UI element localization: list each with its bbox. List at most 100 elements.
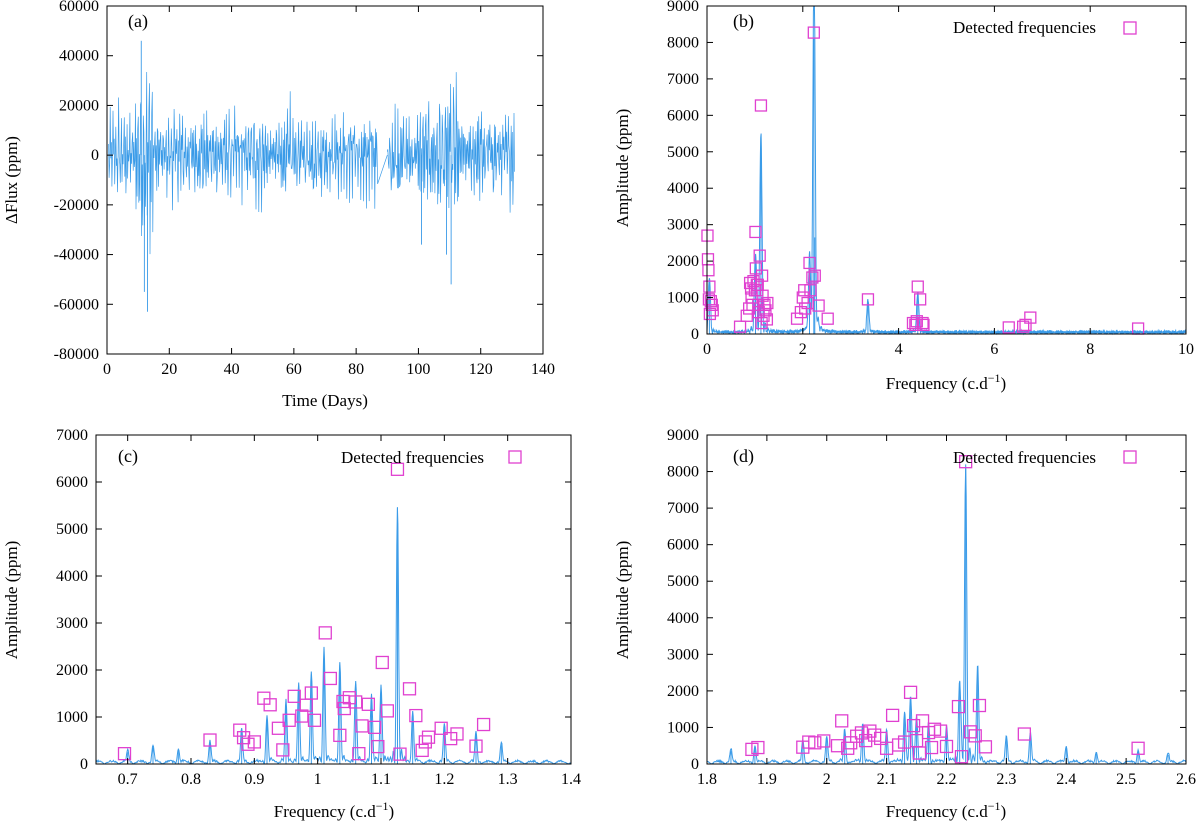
panel-d-detected-frequency-marker [1017,727,1031,741]
panel-b-legend-marker [1123,21,1137,35]
panel-a-y-axis-title: ΔFlux (ppm) [2,136,21,224]
panel-d-detected-frequency-marker [978,740,993,754]
panel-b-detected-frequency-marker [755,269,769,282]
panel-b-detected-frequency-marker [1016,320,1030,333]
panel-d-detected-frequency-marker [751,740,765,755]
panel-d-legend-label: Detected frequencies [953,448,1096,467]
panel-c-x-axis-title: Frequency (c.d−1) [274,799,394,821]
panel-b-detected-frequency-marker [756,289,769,302]
panel-c-xtick-label: 0.8 [181,771,201,788]
panel-d-ytick-label: 5000 [667,573,699,590]
panel-c-ytick-label: 4000 [56,568,88,585]
panel-c-detected-frequency-marker [469,739,483,753]
panel-d-ytick-label: 2000 [667,683,699,700]
panel-b-detected-frequency-marker [917,318,930,332]
panel-b-detected-frequency-marker [909,318,922,332]
panel-d-detected-frequency-marker [972,698,987,713]
panel-b-detected-frequency-marker [761,296,774,310]
panel-b-spectrum-series [706,5,1187,336]
panel-d-xtick-label: 2.5 [1116,771,1136,788]
panel-b-detected-frequency-marker [812,299,825,312]
panel-b-ytick-label: 3000 [667,217,699,234]
panel-d-detected-frequency-marker [863,724,877,738]
panel-a-ytick-label: 0 [91,147,99,164]
panel-d-xtick-label: 2.4 [1056,771,1076,788]
panel-d-detected-frequency-marker [903,685,918,700]
panel-b-detected-frequency-marker [701,253,715,266]
panel-c-detected-frequency-marker [355,719,369,733]
panel-c-xtick-label: 1.2 [434,771,454,788]
panel-c-detected-frequency-marker [333,728,347,742]
panel-b-detected-frequency-marker [1019,318,1032,332]
panel-b-detected-frequency-marker [704,295,717,308]
panel-b-detected-frequency-marker [753,249,766,262]
panel-a-xtick-label: 20 [161,361,177,378]
panel-d-detected-frequency-marker [835,714,849,728]
panel-b-detected-frequency-marker [821,312,834,325]
panel-b-xtick-label: 4 [895,341,903,358]
panel-d-y-axis-title: Amplitude (ppm) [613,541,632,660]
panel-b-detected-frequency-marker [807,26,820,39]
panel-a-ytick-label: -60000 [54,296,99,313]
panel-c-detected-frequency-marker [318,626,332,640]
panel-b-detected-frequency-marker [749,225,762,239]
panel-d-detected-frequency-marker [924,740,939,755]
panel-a-plot-area: 0 20 40 60 80 100 120 140 -80000 -60000 -40000 -200… [54,0,555,378]
panel-c-ytick-label: 0 [80,756,88,773]
panel-c-label: (c) [118,446,138,467]
panel-b-ytick-label: 7000 [667,71,699,88]
panel-d-detected-frequency-marker [906,718,921,733]
panel-c-detected-frequency-marker [418,735,432,749]
panel-c-detected-frequency-marker [307,713,322,727]
panel-d-detected-frequency-marker [963,725,978,739]
panel-b-detected-frequency-marker [749,262,763,275]
panel-c-detected-frequency-marker [402,682,417,696]
panel-d-ytick-label: 0 [691,756,699,773]
panel-c-detected-frequency-marker [271,721,286,735]
panel-c-xtick-label: 0.7 [118,771,138,788]
panel-a-frame [106,5,544,355]
panel-c-detected-frequency-marker [415,743,429,758]
panel-c-detected-frequency-marker [117,747,132,761]
panel-a-xtick-label: 0 [103,361,111,378]
panel-b-ytick-label: 1000 [667,290,699,307]
panel-c-detected-frequency-marker [203,733,217,747]
panel-d-x-axis-title-tail: ) [1001,802,1007,821]
panel-c-xtick-label: 1.3 [498,771,518,788]
panel-c-detected-frequency-marker [276,743,290,757]
panel-d-xtick-label: 2.3 [996,771,1016,788]
panel-b-frame [706,5,1187,335]
panel-d-legend-marker [1123,450,1137,464]
panel-c-xtick-label: 1.4 [561,771,581,788]
panel-a-ytick-label: -80000 [54,346,99,363]
panel-b-label: (b) [733,11,754,32]
panel-d-x-axis-title-sup: −1 [988,799,1001,813]
panel-b-detected-frequency-marker [794,305,808,319]
panel-c-detected-frequency-marker [375,655,389,670]
panel-b-xtick-label: 6 [990,341,998,358]
panel-b-detected-frequency-marker [740,309,753,322]
panel-c-detected-frequency-marker [393,747,407,761]
panel-b-x-axis-title-main: Frequency (c.d [886,374,988,393]
panel-d-detected-frequency-marker [954,750,969,764]
panel-d-zoom-spectrum: 1.8 1.9 2 2.1 2.2 2.3 2.4 2.5 2.6 0 1000 2000 3000 40… [613,427,1196,821]
panel-a-xtick-label: 60 [286,361,302,378]
panel-c-detected-frequency-marker [352,747,366,761]
panel-b-ytick-label: 8000 [667,34,699,51]
panel-b-detected-frequency-marker [703,280,716,293]
panel-b-xtick-label: 0 [703,341,711,358]
panel-b-detected-frequency-marker [760,313,774,326]
panel-c-legend-marker [508,450,522,464]
panel-b-xtick-label: 10 [1178,341,1194,358]
panel-b-plot-area: 0 2 4 6 8 10 0 1000 2000 3000 4000 5000 6000 7000 8000… [667,0,1194,358]
panel-c-detected-frequency-marker [287,689,301,703]
panel-d-detected-frequency-marker [854,726,869,740]
panel-c-detected-frequency-marker [304,686,318,700]
panel-d-xtick-label: 2.2 [937,771,957,788]
panel-b-xtick-label: 8 [1086,341,1094,358]
panel-d-ytick-label: 4000 [667,610,699,627]
panel-d-detected-frequency-marker [915,714,930,728]
panel-b-detected-frequency-marker [798,284,811,297]
panel-c-ytick-label: 5000 [56,521,88,538]
